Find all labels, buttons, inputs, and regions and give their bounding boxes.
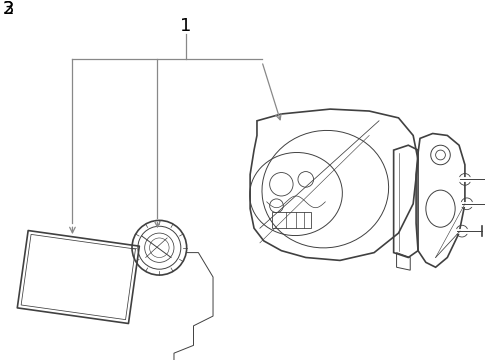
Text: 1: 1: [180, 17, 191, 35]
Text: 2: 2: [2, 0, 14, 18]
Text: 3: 3: [2, 0, 14, 18]
